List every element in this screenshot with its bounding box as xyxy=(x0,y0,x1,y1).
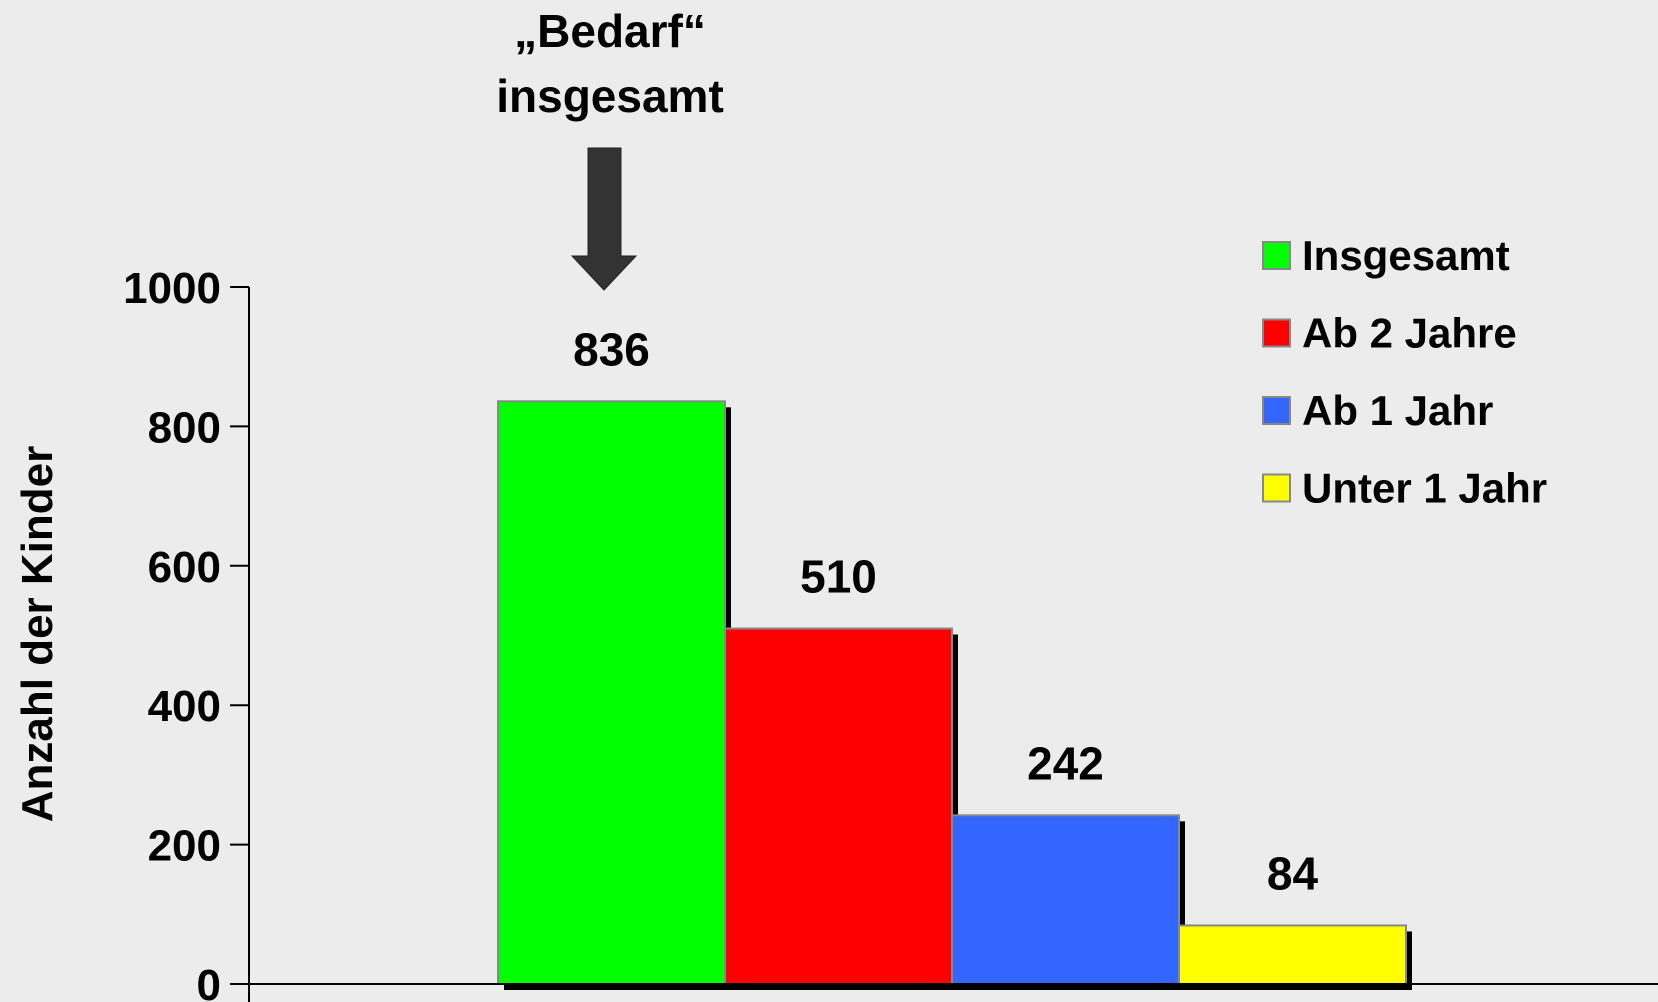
arrow xyxy=(570,147,638,291)
legend-swatch xyxy=(1262,473,1291,503)
annotation: insgesamt xyxy=(496,70,724,122)
bar xyxy=(724,627,953,986)
legend-label: Ab 1 Jahr xyxy=(1302,387,1493,434)
legend-label: Insgesamt xyxy=(1302,232,1510,279)
y-tick-label: 600 xyxy=(148,543,221,592)
legend-swatch xyxy=(1262,396,1291,425)
legend-swatch xyxy=(1262,241,1291,270)
legend-label: Ab 2 Jahre xyxy=(1302,310,1517,357)
y-tick-label: 800 xyxy=(148,403,221,452)
y-tick-label: 200 xyxy=(148,822,221,871)
bar xyxy=(497,400,726,986)
y-tick-label: 400 xyxy=(148,682,221,731)
y-tick-label: 1000 xyxy=(123,264,221,313)
value-label: 836 xyxy=(573,323,650,375)
annotation: „Bedarf“ xyxy=(514,5,706,57)
value-label: 510 xyxy=(800,551,877,603)
bar xyxy=(1178,924,1407,986)
legend-label: Unter 1 Jahr xyxy=(1302,465,1547,512)
y-axis-label: Anzahl der Kinder xyxy=(13,446,62,823)
y-tick-label: 0 xyxy=(197,961,221,1002)
value-label: 84 xyxy=(1267,847,1319,899)
value-label: 242 xyxy=(1027,737,1104,789)
bar xyxy=(951,814,1180,985)
legend-swatch xyxy=(1262,318,1291,348)
